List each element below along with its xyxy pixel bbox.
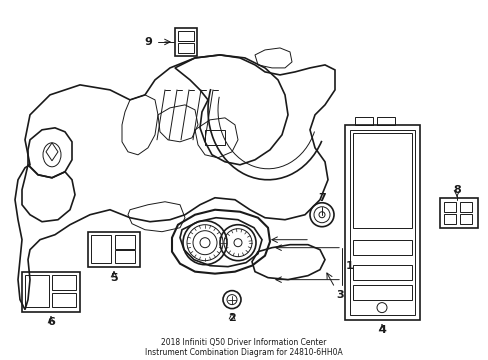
Bar: [352, 240, 411, 255]
Circle shape: [200, 238, 209, 248]
Text: 9: 9: [144, 37, 152, 47]
Bar: [178, 31, 194, 41]
Bar: [352, 265, 411, 280]
Text: 2: 2: [228, 312, 235, 323]
Bar: [443, 202, 455, 212]
Bar: [352, 133, 411, 228]
Bar: [115, 235, 135, 249]
Bar: [22, 272, 80, 312]
Text: 2018 Infiniti Q50 Driver Information Center
Instrument Combination Diagram for 2: 2018 Infiniti Q50 Driver Information Cen…: [145, 338, 342, 357]
Bar: [354, 117, 372, 125]
Text: 4: 4: [377, 325, 385, 334]
Bar: [376, 117, 394, 125]
Bar: [178, 43, 194, 53]
Text: 6: 6: [47, 316, 55, 327]
Bar: [25, 275, 49, 307]
Bar: [115, 250, 135, 263]
Bar: [88, 232, 140, 267]
Bar: [204, 130, 224, 145]
Bar: [443, 214, 455, 224]
Bar: [439, 198, 477, 228]
Bar: [91, 235, 111, 263]
Bar: [459, 214, 471, 224]
Text: 3: 3: [336, 290, 343, 300]
Text: 5: 5: [110, 273, 118, 283]
Bar: [345, 125, 419, 320]
Bar: [459, 202, 471, 212]
Bar: [52, 275, 76, 290]
Bar: [175, 28, 197, 56]
Text: 7: 7: [318, 193, 325, 203]
Bar: [349, 130, 414, 315]
Bar: [52, 293, 76, 307]
Circle shape: [234, 239, 242, 247]
Bar: [352, 285, 411, 300]
Text: 8: 8: [452, 185, 460, 195]
Text: 1: 1: [346, 261, 353, 271]
